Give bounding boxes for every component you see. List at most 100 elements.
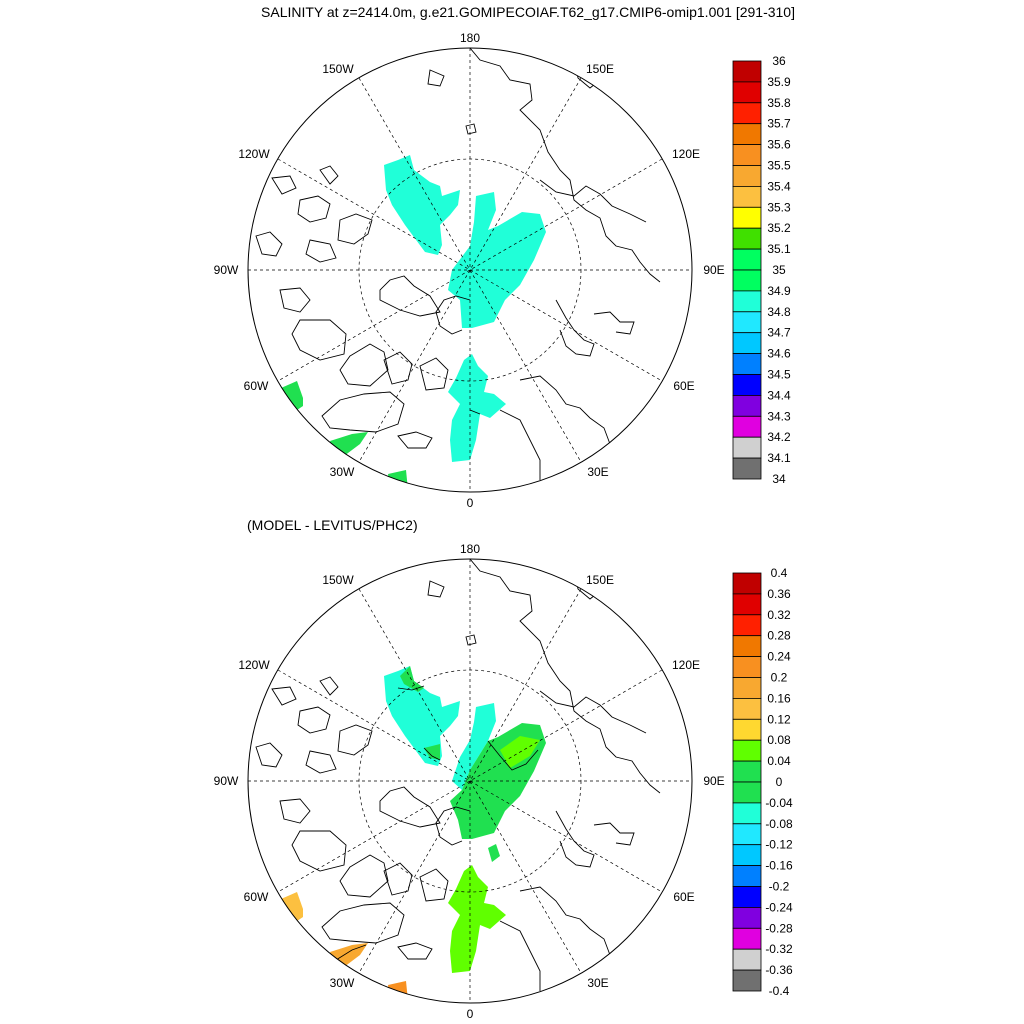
- colorbar-swatch: [732, 739, 762, 762]
- colorbar-label: 34.3: [767, 409, 791, 423]
- colorbar-swatch: [732, 60, 762, 83]
- top-field-fram-strait: [448, 354, 506, 462]
- top-graticule: [248, 48, 692, 492]
- colorbar-label: 35.7: [767, 117, 791, 131]
- bot-field-canada-green-top: [400, 666, 424, 692]
- colorbar-label: 0.04: [767, 754, 791, 768]
- colorbar-swatch: [732, 332, 762, 355]
- lon-label: 120E: [672, 658, 700, 672]
- lon-label: 90E: [703, 774, 724, 788]
- colorbar-label: -0.12: [765, 838, 793, 852]
- colorbar-label: 0.12: [767, 712, 791, 726]
- colorbar-label: 0.4: [771, 566, 788, 580]
- colorbar-label: 0.08: [767, 733, 791, 747]
- colorbar-swatch: [732, 353, 762, 375]
- colorbar-swatch: [732, 948, 762, 971]
- colorbar-label: -0.08: [765, 817, 793, 831]
- colorbar-swatch: [732, 802, 762, 825]
- colorbar-label: -0.04: [765, 796, 793, 810]
- lon-label: 0: [467, 496, 474, 510]
- colorbar-swatch: [732, 593, 762, 616]
- colorbar-swatch: [732, 823, 762, 846]
- colorbar-label: 34.7: [767, 326, 791, 340]
- top-map: 180 0 150W 150E 120W 120E 90W 90E 60W 60…: [214, 31, 725, 510]
- colorbar-swatch: [732, 781, 762, 804]
- colorbar-label: 35.3: [767, 200, 791, 214]
- bot-field-nb-island: [488, 844, 500, 862]
- colorbar-label: 34: [772, 472, 786, 486]
- bot-field-south: [388, 981, 408, 1003]
- bottom-map-boundary: [247, 558, 693, 1004]
- colorbar-label: 34.6: [767, 347, 791, 361]
- colorbar-label: -0.28: [765, 921, 793, 935]
- lon-label: 90E: [703, 263, 724, 277]
- colorbar-swatch: [732, 927, 762, 950]
- lon-label: 60W: [244, 379, 269, 393]
- bottom-map: 180 0 150W 150E 120W 120E 90W 90E 60W 60…: [214, 542, 725, 1021]
- colorbar-swatch: [732, 844, 762, 867]
- bottom-lon-labels: 180 0 150W 150E 120W 120E 90W 90E 60W 60…: [214, 542, 725, 1021]
- figure-subtitle: (MODEL - LEVITUS/PHC2): [247, 517, 418, 533]
- colorbar-swatch: [732, 374, 762, 396]
- colorbar-label: 35: [772, 263, 786, 277]
- lon-label: 30E: [587, 976, 608, 990]
- colorbar-swatch: [732, 760, 762, 783]
- top-field-eurasian-basin: [448, 192, 546, 328]
- colorbar-swatch: [732, 123, 762, 145]
- colorbar-swatch: [732, 614, 762, 637]
- colorbar-swatch: [732, 969, 762, 992]
- lon-label: 60W: [244, 890, 269, 904]
- colorbar-label: 0.32: [767, 608, 791, 622]
- colorbar-swatch: [732, 635, 762, 658]
- colorbar-swatch: [732, 165, 762, 187]
- colorbar-swatch: [732, 269, 762, 292]
- colorbar-swatch: [732, 81, 762, 104]
- colorbar-swatch: [732, 248, 762, 271]
- colorbar-label: 35.9: [767, 75, 791, 89]
- colorbar-label: -0.32: [765, 942, 793, 956]
- top-field-baffin: [281, 381, 303, 410]
- colorbar-swatch: [732, 907, 762, 929]
- lon-label: 180: [460, 31, 480, 45]
- lon-label: 120W: [238, 147, 270, 161]
- bottom-coastlines: [255, 559, 661, 991]
- bot-field-canada-basin: [384, 666, 460, 766]
- colorbar-swatch: [732, 415, 762, 438]
- colorbar-swatch: [732, 227, 762, 250]
- lon-label: 90W: [214, 263, 239, 277]
- colorbar-label: -0.4: [769, 984, 790, 998]
- colorbar-swatch: [732, 656, 762, 678]
- top-lon-labels: 180 0 150W 150E 120W 120E 90W 90E 60W 60…: [214, 31, 725, 510]
- colorbar-swatch: [732, 698, 762, 720]
- colorbar-label: -0.2: [769, 880, 790, 894]
- colorbar-label: 35.4: [767, 179, 791, 193]
- lon-label: 30W: [330, 976, 355, 990]
- colorbar-swatch: [732, 311, 762, 334]
- lon-label: 0: [467, 1007, 474, 1021]
- lon-label: 150W: [322, 62, 354, 76]
- colorbar-label: -0.36: [765, 963, 793, 977]
- top-field-labrador: [330, 432, 368, 456]
- colorbar-label: 36: [772, 54, 786, 68]
- colorbar-label: 35.5: [767, 159, 791, 173]
- colorbar-label: 0.36: [767, 587, 791, 601]
- top-colorbar: 36 35.9 35.8 35.7 35.6 35.5 35.4 35.3 35.2 35.1 35…: [732, 54, 791, 486]
- lon-label: 150E: [586, 62, 614, 76]
- colorbar-label: 0.2: [771, 671, 788, 685]
- lon-label: 60E: [673, 379, 694, 393]
- colorbar-swatch: [732, 206, 762, 229]
- bottom-colorbar: 0.4 0.36 0.32 0.28 0.24 0.2 0.16 0.12 0.08 0.04 0 -…: [732, 566, 793, 998]
- top-field-south: [388, 470, 408, 492]
- colorbar-label: 0.28: [767, 629, 791, 643]
- lon-label: 150W: [322, 573, 354, 587]
- colorbar-swatch: [732, 886, 762, 908]
- lon-label: 30W: [330, 465, 355, 479]
- colorbar-label: 0: [776, 775, 783, 789]
- colorbar-label: 35.1: [767, 242, 791, 256]
- bot-field-canada-green-bot: [424, 744, 440, 760]
- colorbar-swatch: [732, 394, 762, 417]
- colorbar-label: 34.1: [767, 451, 791, 465]
- colorbar-swatch: [732, 718, 762, 741]
- lon-label: 60E: [673, 890, 694, 904]
